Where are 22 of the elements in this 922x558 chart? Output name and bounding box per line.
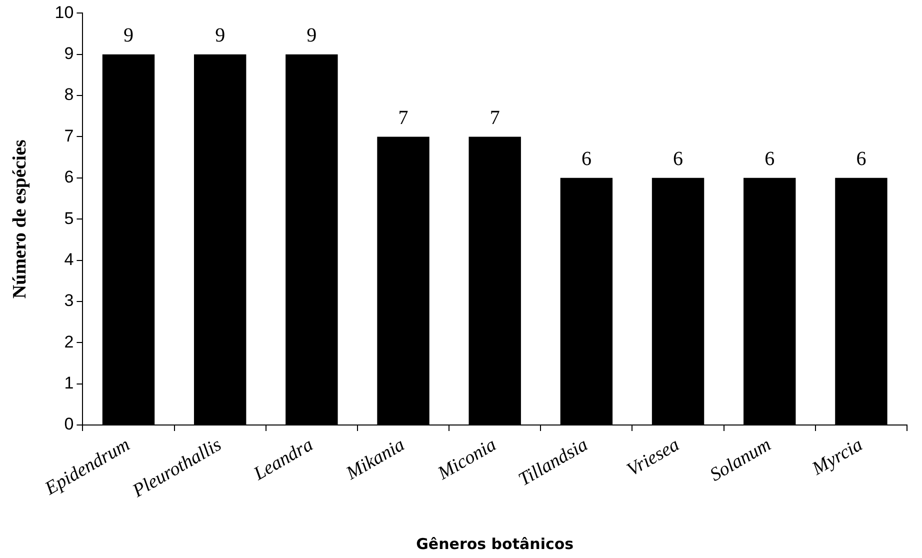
data-label: 7 xyxy=(490,106,500,129)
y-tick-label: 3 xyxy=(64,291,74,310)
data-label: 9 xyxy=(124,24,134,47)
data-label: 9 xyxy=(306,24,317,47)
data-label: 6 xyxy=(764,148,775,170)
y-tick-label: 2 xyxy=(64,332,74,352)
y-tick-label: 8 xyxy=(64,85,74,104)
y-tick-label: 10 xyxy=(54,2,74,22)
y-tick-label: 0 xyxy=(64,414,74,434)
y-tick-label: 7 xyxy=(64,126,74,146)
y-tick-label: 9 xyxy=(64,44,74,64)
data-label: 6 xyxy=(673,148,684,170)
y-tick-label: 6 xyxy=(64,168,74,187)
x-axis-title: Gêneros botânicos xyxy=(416,534,574,553)
data-label: 9 xyxy=(215,24,226,47)
y-tick-label: 1 xyxy=(64,374,74,393)
y-tick-label: 5 xyxy=(64,208,74,228)
data-label: 6 xyxy=(581,148,592,170)
y-tick-label: 4 xyxy=(64,250,74,269)
y-axis-title: Número de espécies xyxy=(9,140,30,299)
data-label: 7 xyxy=(398,106,408,129)
data-label: 6 xyxy=(856,148,866,170)
